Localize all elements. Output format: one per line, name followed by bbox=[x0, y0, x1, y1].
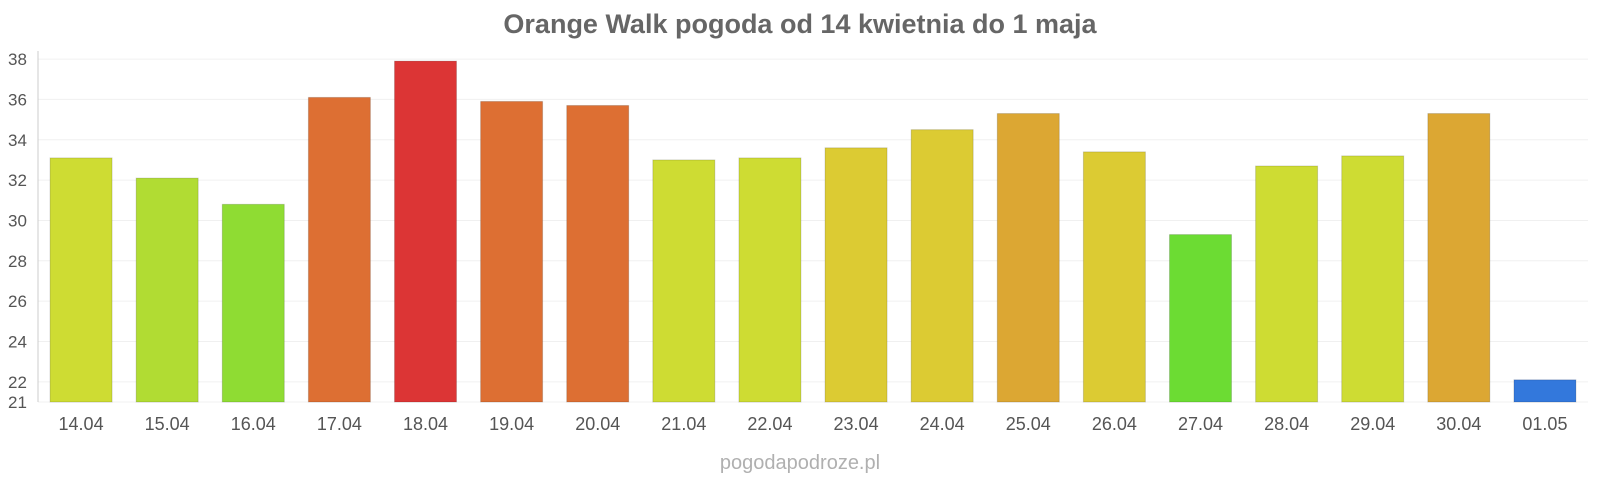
chart-title: Orange Walk pogoda od 14 kwietnia do 1 m… bbox=[503, 9, 1097, 39]
y-tick-label: 34 bbox=[8, 131, 27, 150]
y-tick-label: 32 bbox=[8, 171, 27, 190]
bars bbox=[49, 60, 1577, 403]
bar-30.04 bbox=[1427, 113, 1491, 403]
x-tick-label: 18.04 bbox=[403, 414, 448, 434]
x-tick-label: 15.04 bbox=[145, 414, 190, 434]
x-tick-label: 17.04 bbox=[317, 414, 362, 434]
x-tick-label: 26.04 bbox=[1092, 414, 1137, 434]
x-tick-label: 28.04 bbox=[1264, 414, 1309, 434]
x-axis-ticks: 14.04 15.04 16.04 17.04 18.04 19.04 20.04 21.04… bbox=[59, 414, 1568, 434]
y-tick-label: 21 bbox=[8, 393, 27, 412]
x-tick-label: 27.04 bbox=[1178, 414, 1223, 434]
x-tick-label: 16.04 bbox=[231, 414, 276, 434]
x-tick-label: 30.04 bbox=[1436, 414, 1481, 434]
y-tick-label: 26 bbox=[8, 292, 27, 311]
bar-16.04 bbox=[221, 203, 285, 403]
bar-23.04 bbox=[824, 147, 888, 403]
bar-15.04 bbox=[135, 177, 199, 403]
bar-01.05 bbox=[1513, 379, 1577, 403]
x-tick-label: 21.04 bbox=[661, 414, 706, 434]
x-tick-label: 25.04 bbox=[1006, 414, 1051, 434]
bar-22.04 bbox=[738, 157, 802, 403]
bar-20.04 bbox=[566, 104, 630, 403]
bar-19.04 bbox=[480, 100, 544, 403]
y-tick-label: 36 bbox=[8, 90, 27, 109]
y-tick-label: 28 bbox=[8, 252, 27, 271]
x-tick-label: 23.04 bbox=[834, 414, 879, 434]
watermark: pogodapodroze.pl bbox=[720, 452, 880, 474]
bar-21.04 bbox=[652, 159, 716, 403]
x-tick-label: 01.05 bbox=[1522, 414, 1567, 434]
y-tick-label: 24 bbox=[8, 332, 27, 351]
x-tick-label: 20.04 bbox=[575, 414, 620, 434]
bar-14.04 bbox=[49, 157, 113, 403]
x-tick-label: 14.04 bbox=[59, 414, 104, 434]
x-tick-label: 24.04 bbox=[920, 414, 965, 434]
bar-18.04 bbox=[394, 60, 457, 403]
bar-28.04 bbox=[1255, 165, 1319, 403]
grid-lines bbox=[38, 58, 1588, 403]
bar-24.04 bbox=[910, 129, 974, 403]
bar-29.04 bbox=[1341, 155, 1405, 403]
bar-27.04 bbox=[1169, 234, 1232, 403]
x-tick-label: 29.04 bbox=[1350, 414, 1395, 434]
bar-17.04 bbox=[307, 96, 371, 403]
y-tick-label: 38 bbox=[8, 50, 27, 69]
y-tick-label: 30 bbox=[8, 211, 27, 230]
bar-25.04 bbox=[996, 113, 1060, 403]
bar-26.04 bbox=[1082, 151, 1146, 403]
y-tick-label: 22 bbox=[8, 373, 27, 392]
x-tick-label: 22.04 bbox=[747, 414, 792, 434]
x-tick-label: 19.04 bbox=[489, 414, 534, 434]
